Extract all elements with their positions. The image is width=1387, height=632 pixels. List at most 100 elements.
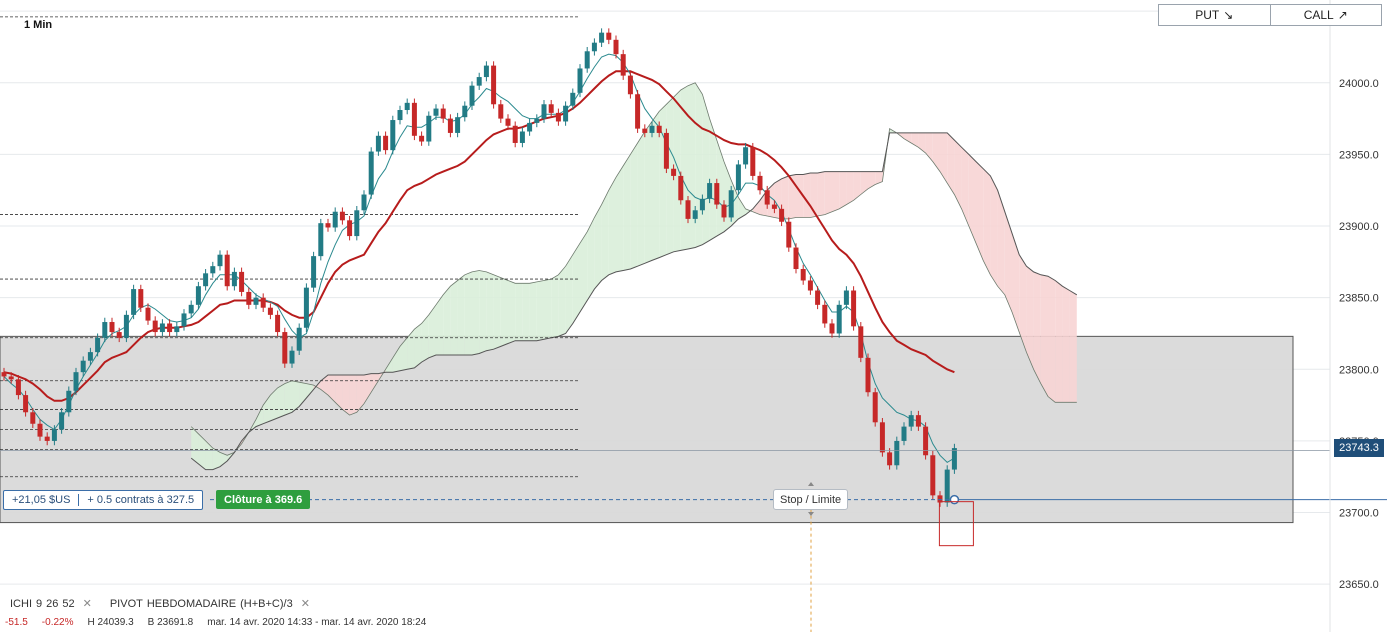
- cloud-segment: [860, 171, 868, 195]
- call-button[interactable]: CALL ↗: [1269, 5, 1382, 25]
- candle-body: [44, 436, 50, 441]
- cloud-segment: [493, 274, 501, 350]
- close-position-button[interactable]: Clôture à 369.6: [216, 490, 311, 509]
- cloud-segment: [788, 174, 796, 219]
- candle-body: [296, 327, 302, 351]
- candle-body: [102, 322, 108, 338]
- put-button[interactable]: PUT ↘: [1159, 5, 1270, 25]
- cloud-segment: [212, 448, 220, 470]
- cloud-segment: [472, 270, 480, 355]
- candle-body: [145, 307, 151, 321]
- session-low: B 23691.8: [147, 617, 194, 628]
- candle-body: [692, 210, 698, 219]
- candle-body: [462, 105, 468, 118]
- y-tick-label: 23850.0: [1339, 293, 1379, 305]
- cloud-segment: [335, 375, 343, 410]
- put-call-toggle: PUT ↘ CALL ↗: [1158, 4, 1382, 26]
- y-tick-label: 23950.0: [1339, 149, 1379, 161]
- cloud-segment: [1055, 280, 1063, 403]
- candle-body: [224, 254, 230, 287]
- candle-body: [66, 390, 72, 413]
- cloud-segment: [205, 440, 213, 470]
- candle-body: [505, 118, 511, 126]
- arrow-up-right-icon: ↗: [1337, 8, 1348, 22]
- cloud-segment: [990, 175, 998, 287]
- candle-body: [433, 108, 439, 116]
- candle-body: [613, 39, 619, 55]
- candle-body: [246, 291, 252, 305]
- candle-body: [260, 297, 266, 308]
- candle-body: [188, 304, 194, 314]
- cloud-segment: [1019, 254, 1027, 353]
- candle-body: [426, 115, 432, 142]
- candle-body: [1, 372, 7, 377]
- cloud-segment: [637, 131, 645, 267]
- cloud-segment: [515, 283, 523, 341]
- cloud-segment: [284, 380, 292, 416]
- y-axis: 23650.023700.023750.023800.023850.023900…: [1329, 0, 1379, 632]
- cloud-segment: [292, 380, 300, 413]
- stop-loss-box: [938, 501, 974, 547]
- candle-body: [923, 426, 929, 456]
- current-price-badge: 23743.3: [1334, 439, 1384, 457]
- cloud-segment: [688, 82, 696, 249]
- candle-body: [930, 455, 936, 496]
- candle-body: [181, 313, 187, 327]
- cloud-segment: [421, 314, 429, 363]
- pivot-indicator-name[interactable]: PIVOT: [109, 597, 143, 610]
- ichimoku-indicator-name[interactable]: ICHI: [10, 597, 32, 610]
- divider: [78, 494, 80, 506]
- candle-body: [59, 412, 65, 430]
- order-overlays: [0, 450, 1387, 632]
- candle-body: [123, 314, 129, 338]
- candle-body: [411, 102, 417, 136]
- cloud-segment: [191, 426, 199, 464]
- remove-pivot-icon[interactable]: ✕: [300, 598, 310, 610]
- candle-body: [735, 164, 741, 191]
- candle-body: [217, 254, 223, 267]
- candle-body: [131, 289, 137, 315]
- y-tick-label: 24000.0: [1339, 78, 1379, 90]
- candle-body: [332, 211, 338, 228]
- cloud-segment: [630, 142, 638, 270]
- price-change: -51.5: [5, 617, 28, 628]
- candle-body: [383, 135, 389, 151]
- cloud-segment: [544, 279, 552, 340]
- position-info[interactable]: +21,05 $US + 0.5 contrats à 327.5: [3, 490, 204, 510]
- candle-body: [843, 290, 849, 305]
- cloud-segment: [796, 174, 804, 218]
- candle-body: [419, 135, 425, 142]
- entry-marker: [949, 494, 960, 505]
- candle-body: [671, 168, 677, 176]
- candle-body: [599, 32, 605, 43]
- candle-body: [73, 372, 79, 391]
- candle-body: [498, 104, 504, 119]
- candle-body: [354, 210, 360, 237]
- cloud-segment: [450, 280, 458, 355]
- candle-body: [901, 426, 907, 441]
- cloud-segment: [479, 270, 487, 354]
- cloud-segment: [954, 140, 962, 209]
- candle-body: [793, 247, 799, 270]
- pivot-period: HEBDOMADAIRE: [146, 597, 237, 610]
- candle-body: [325, 223, 331, 228]
- cloud-segment: [349, 375, 357, 416]
- remove-ichimoku-icon[interactable]: ✕: [82, 598, 92, 610]
- candle-body: [678, 175, 684, 201]
- cloud-segment: [918, 132, 926, 153]
- pivot-formula: (H+B+C)/3: [240, 597, 293, 610]
- stop-limit-handle[interactable]: Stop / Limite: [773, 489, 849, 510]
- price-change-percent: -0.22%: [41, 617, 74, 628]
- candle-body: [879, 422, 885, 453]
- cloud-segment: [1048, 276, 1056, 403]
- cloud-segment: [299, 382, 307, 407]
- candle-body: [440, 108, 446, 119]
- candle-body: [570, 92, 576, 106]
- candle-body: [23, 395, 29, 413]
- candle-body: [555, 112, 561, 122]
- candlesticks: [1, 28, 957, 507]
- candle-body: [707, 183, 713, 199]
- timeframe-label[interactable]: 1 Min: [24, 19, 53, 31]
- candle-body: [318, 223, 324, 257]
